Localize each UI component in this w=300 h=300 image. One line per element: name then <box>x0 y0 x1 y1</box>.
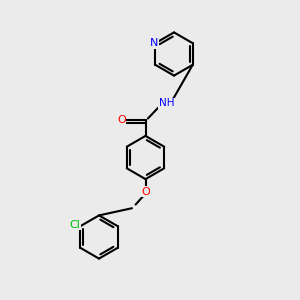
Text: N: N <box>150 38 158 48</box>
Text: O: O <box>141 187 150 197</box>
Text: O: O <box>117 115 126 125</box>
Text: Cl: Cl <box>70 220 80 230</box>
Text: NH: NH <box>159 98 174 109</box>
